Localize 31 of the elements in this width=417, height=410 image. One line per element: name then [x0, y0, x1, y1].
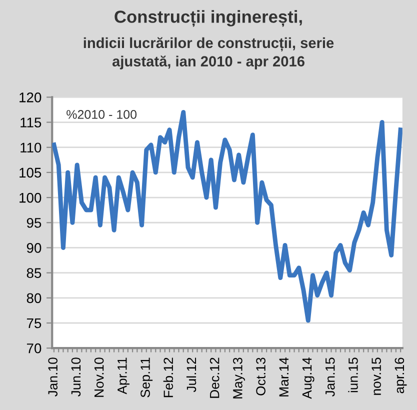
- y-tick-label: 115: [20, 118, 42, 128]
- y-tick-label: 105: [20, 168, 42, 178]
- line-series: [52, 110, 402, 323]
- chart-subtitle: indicii lucrărilor de construcții, serie ajustată, ian 2010 - apr 2016: [84, 37, 334, 70]
- x-tick-label: iun.15: [348, 358, 358, 392]
- y-tick-label: 110: [20, 142, 42, 153]
- x-tick-label: Jan.15: [326, 358, 335, 397]
- x-tick-label: nov.15: [372, 358, 381, 395]
- y-tick-label: 75: [26, 318, 42, 328]
- annotation: %2010 - 100: [66, 110, 137, 119]
- x-tick-label: Nov.10: [94, 358, 104, 397]
- x-tick-label: Feb.12: [163, 358, 174, 398]
- chart-title: Construcții inginerești,: [114, 10, 302, 27]
- x-tick-label: apr.16: [394, 358, 407, 394]
- y-tick-label: 95: [26, 218, 42, 228]
- x-tick-label: Jul.12: [186, 358, 196, 392]
- x-tick-label: Oct.13: [256, 358, 266, 396]
- y-tick-label: 80: [26, 293, 42, 304]
- y-tick-label: 90: [26, 243, 42, 253]
- x-tick-label: Mar.14: [279, 358, 289, 396]
- x-tick-label: May.13: [233, 358, 245, 398]
- y-tick-label: 120: [20, 92, 42, 102]
- x-tick-label: Jan.10: [48, 358, 58, 397]
- x-tick-label: Apr.11: [118, 358, 130, 394]
- y-tick-label: 70: [26, 343, 42, 354]
- y-tick-label: 85: [26, 268, 42, 278]
- x-tick-label: Sep.11: [140, 358, 153, 398]
- x-tick-label: Jun.10: [71, 358, 81, 397]
- y-tick-label: 100: [20, 192, 42, 203]
- x-tick-label: Aug.14: [302, 358, 314, 399]
- x-tick-label: Dec.12: [210, 358, 220, 398]
